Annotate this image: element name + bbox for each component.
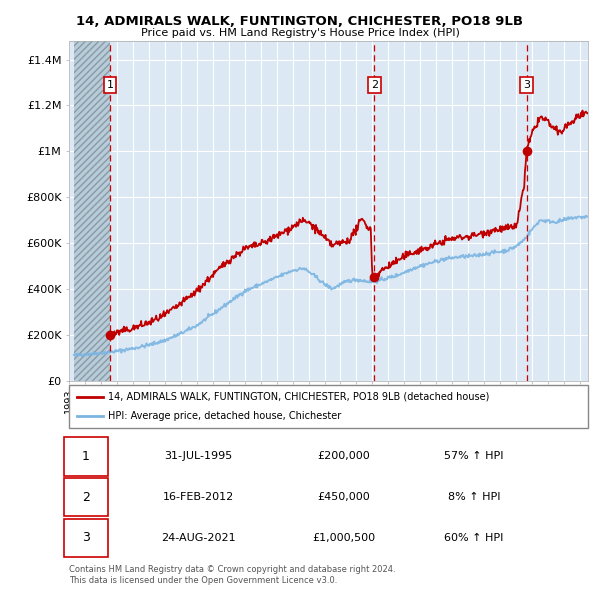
Text: 24-AUG-2021: 24-AUG-2021 <box>161 533 236 543</box>
Text: 8% ↑ HPI: 8% ↑ HPI <box>448 492 500 502</box>
FancyBboxPatch shape <box>69 385 588 428</box>
Text: Contains HM Land Registry data © Crown copyright and database right 2024.
This d: Contains HM Land Registry data © Crown c… <box>69 565 395 585</box>
Text: 57% ↑ HPI: 57% ↑ HPI <box>444 451 503 461</box>
Text: Price paid vs. HM Land Registry's House Price Index (HPI): Price paid vs. HM Land Registry's House … <box>140 28 460 38</box>
Text: 60% ↑ HPI: 60% ↑ HPI <box>444 533 503 543</box>
Text: 1: 1 <box>82 450 89 463</box>
Text: HPI: Average price, detached house, Chichester: HPI: Average price, detached house, Chic… <box>108 411 341 421</box>
Bar <box>74 41 110 381</box>
Text: 3: 3 <box>82 531 89 544</box>
Text: 2: 2 <box>82 490 89 504</box>
Text: 14, ADMIRALS WALK, FUNTINGTON, CHICHESTER, PO18 9LB (detached house): 14, ADMIRALS WALK, FUNTINGTON, CHICHESTE… <box>108 392 490 402</box>
Text: 31-JUL-1995: 31-JUL-1995 <box>164 451 233 461</box>
Text: 1: 1 <box>107 80 114 90</box>
Text: 2: 2 <box>371 80 378 90</box>
FancyBboxPatch shape <box>64 519 108 557</box>
Text: 3: 3 <box>523 80 530 90</box>
Text: £450,000: £450,000 <box>317 492 370 502</box>
Text: £1,000,500: £1,000,500 <box>313 533 376 543</box>
FancyBboxPatch shape <box>64 437 108 476</box>
Text: 16-FEB-2012: 16-FEB-2012 <box>163 492 235 502</box>
Text: £200,000: £200,000 <box>317 451 370 461</box>
FancyBboxPatch shape <box>64 478 108 516</box>
Text: 14, ADMIRALS WALK, FUNTINGTON, CHICHESTER, PO18 9LB: 14, ADMIRALS WALK, FUNTINGTON, CHICHESTE… <box>77 15 523 28</box>
